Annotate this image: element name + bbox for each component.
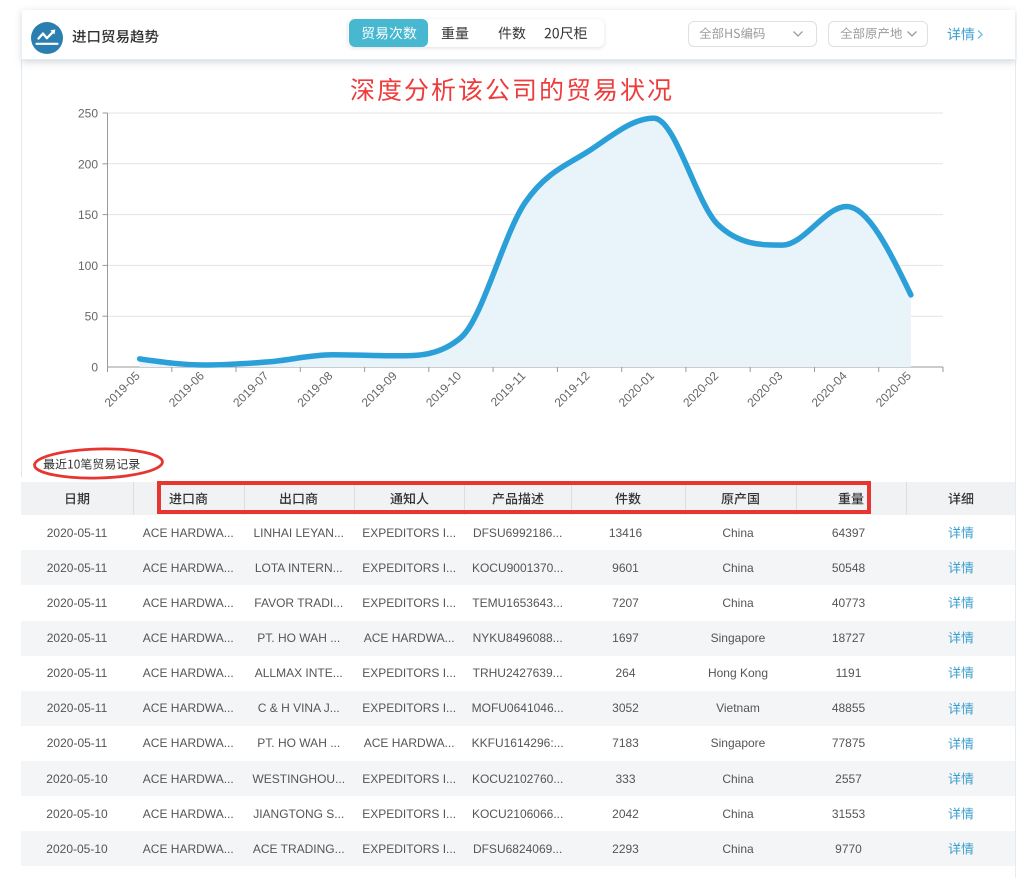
svg-text:100: 100 [78, 259, 98, 273]
svg-text:2019-12: 2019-12 [552, 368, 593, 409]
svg-text:2020-03: 2020-03 [744, 368, 785, 409]
svg-text:2019-08: 2019-08 [294, 368, 335, 409]
svg-text:0: 0 [91, 361, 98, 375]
svg-text:200: 200 [78, 157, 98, 171]
svg-text:2020-01: 2020-01 [616, 368, 657, 409]
svg-text:2019-06: 2019-06 [166, 368, 207, 409]
svg-text:250: 250 [78, 107, 98, 121]
svg-text:2020-04: 2020-04 [809, 368, 850, 409]
svg-text:2019-05: 2019-05 [102, 368, 143, 409]
svg-text:2019-10: 2019-10 [423, 368, 464, 409]
svg-text:2020-05: 2020-05 [873, 368, 914, 409]
svg-text:150: 150 [78, 208, 98, 222]
svg-text:2020-02: 2020-02 [680, 368, 721, 409]
svg-text:50: 50 [85, 310, 99, 324]
svg-text:2019-11: 2019-11 [488, 368, 529, 409]
svg-text:2019-07: 2019-07 [230, 368, 271, 409]
svg-text:2019-09: 2019-09 [359, 368, 400, 409]
